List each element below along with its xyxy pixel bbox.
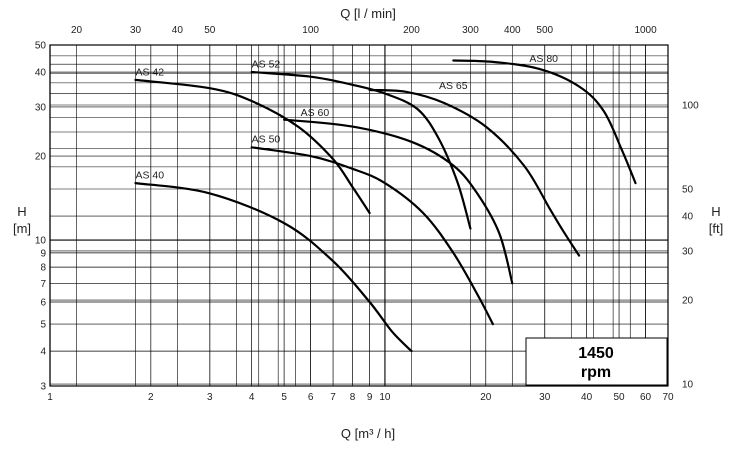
- y-right-tick-label: 10: [682, 380, 694, 391]
- x-top-tick-label: 500: [536, 25, 553, 36]
- x-bottom-tick-label: 40: [581, 392, 593, 403]
- curve-label-as-50: AS 50: [252, 133, 281, 145]
- x-bottom-tick-label: 8: [350, 392, 356, 403]
- y-left-tick-label: 3: [40, 382, 46, 393]
- y-right-tick-label: 20: [682, 296, 694, 307]
- y-left-tick-label: 50: [35, 41, 47, 52]
- x-bottom-tick-label: 30: [539, 392, 551, 403]
- x-top-tick-label: 50: [204, 25, 216, 36]
- x-top-tick-label: 20: [71, 25, 83, 36]
- x-top-tick-label: 30: [130, 25, 142, 36]
- x-bottom-tick-label: 4: [249, 392, 255, 403]
- curve-as-40: [134, 182, 413, 353]
- pump-curves: [134, 59, 637, 353]
- y-left-tick-label: 5: [40, 320, 46, 331]
- y-left-tick-label: 10: [35, 236, 47, 247]
- curve-label-as-80: AS 80: [529, 53, 558, 65]
- x-top-tick-label: 300: [462, 25, 479, 36]
- x-bottom-tick-label: 70: [662, 392, 674, 403]
- y-right-axis-label: H: [711, 204, 720, 219]
- rpm-value: 1450: [578, 345, 614, 362]
- y-right-tick-label: 30: [682, 246, 694, 257]
- y-left-tick-label: 30: [35, 102, 47, 113]
- x-bottom-tick-label: 50: [613, 392, 625, 403]
- x-bottom-tick-label: 9: [367, 392, 373, 403]
- curve-label-as-52: AS 52: [252, 59, 281, 71]
- x-bottom-tick-label: 7: [330, 392, 336, 403]
- x-top-axis-label: Q [l / min]: [340, 6, 396, 21]
- x-bottom-tick-label: 5: [281, 392, 287, 403]
- rpm-box: [525, 337, 668, 386]
- plot-frame: [49, 44, 669, 387]
- y-right-tick-label: 40: [682, 212, 694, 223]
- curve-as-42: [134, 78, 371, 215]
- x-bottom-tick-label: 6: [308, 392, 314, 403]
- rpm-unit: rpm: [581, 364, 611, 381]
- x-top-tick-label: 400: [504, 25, 521, 36]
- y-left-tick-label: 4: [40, 347, 46, 358]
- y-left-tick-label: 9: [40, 248, 46, 259]
- x-bottom-axis-label: Q [m³ / h]: [341, 426, 395, 441]
- y-left-tick-label: 20: [35, 152, 47, 163]
- x-bottom-tick-label: 10: [379, 392, 391, 403]
- y-left-axis-unit: [m]: [13, 221, 31, 236]
- x-bottom-tick-label: 1: [47, 392, 53, 403]
- curve-label-as-60: AS 60: [301, 107, 330, 119]
- x-bottom-tick-label: 2: [148, 392, 154, 403]
- curve-as-65: [368, 88, 581, 257]
- y-left-tick-label: 8: [40, 263, 46, 274]
- curve-label-as-40: AS 40: [136, 170, 165, 182]
- curve-label-as-65: AS 65: [439, 80, 468, 92]
- x-bottom-tick-label: 20: [480, 392, 492, 403]
- y-left-axis-label: H: [17, 204, 26, 219]
- x-top-tick-label: 40: [172, 25, 184, 36]
- y-right-axis-unit: [ft]: [709, 221, 723, 236]
- y-left-tick-label: 7: [40, 279, 46, 290]
- curve-as-80: [452, 59, 637, 185]
- y-left-tick-label: 40: [35, 68, 47, 79]
- y-right-tick-label: 100: [682, 100, 699, 111]
- curve-as-60: [283, 118, 514, 285]
- x-top-tick-label: 1000: [634, 25, 657, 36]
- y-left-tick-label: 6: [40, 297, 46, 308]
- x-bottom-tick-label: 3: [207, 392, 213, 403]
- x-bottom-tick-label: 60: [640, 392, 652, 403]
- curve-labels: AS 40 AS 42 AS 50 AS 52 AS 60 AS 65 AS 80: [136, 53, 559, 182]
- curve-as-52: [250, 70, 472, 230]
- curve-as-50: [250, 146, 494, 326]
- curve-label-as-42: AS 42: [136, 67, 165, 79]
- x-top-tick-label: 100: [302, 25, 319, 36]
- x-top-tick-label: 200: [403, 25, 420, 36]
- y-right-tick-label: 50: [682, 185, 694, 196]
